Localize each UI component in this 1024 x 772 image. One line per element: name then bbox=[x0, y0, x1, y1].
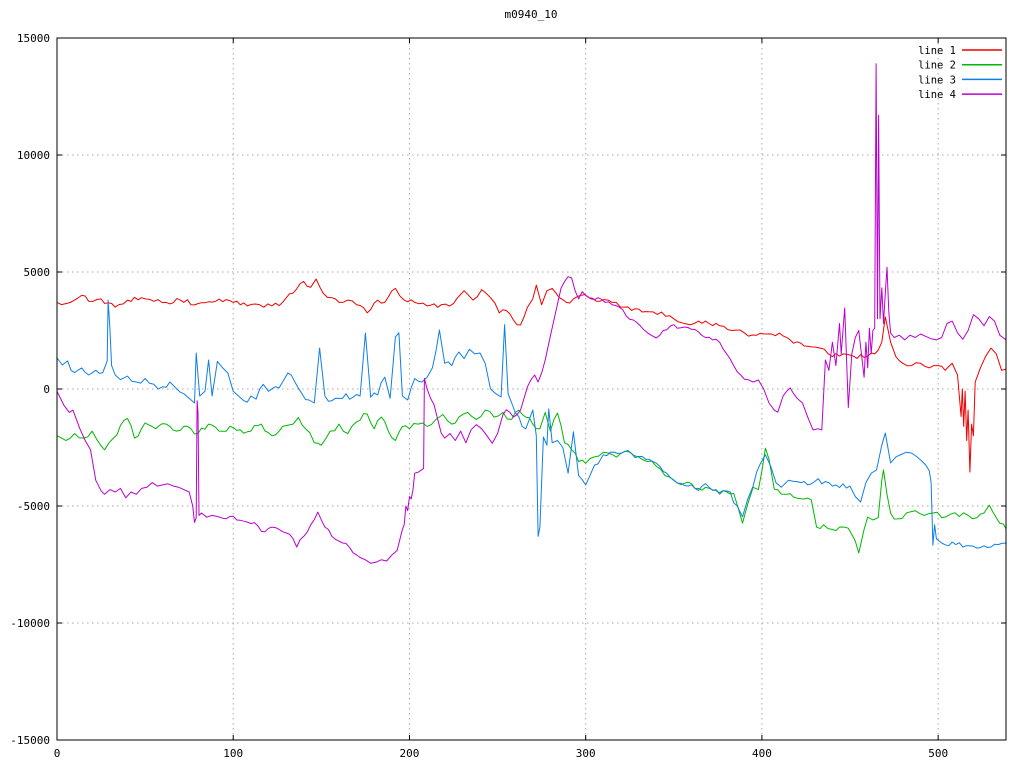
y-tick-label: 10000 bbox=[17, 149, 50, 162]
x-tick-label: 0 bbox=[54, 747, 61, 760]
x-tick-label: 100 bbox=[223, 747, 243, 760]
axis-ticks bbox=[56, 37, 1006, 741]
axis-tick-labels: -15000 -10000 -5000 0 5000 10000 15000 0 100 200 3… bbox=[10, 32, 948, 760]
y-tick-label: 0 bbox=[43, 383, 50, 396]
series-lines bbox=[56, 63, 1007, 564]
x-tick-label: 400 bbox=[752, 747, 772, 760]
y-tick-label: -15000 bbox=[10, 734, 50, 747]
y-tick-label: -10000 bbox=[10, 617, 50, 630]
y-tick-label: 15000 bbox=[17, 32, 50, 45]
series-line-4 bbox=[56, 63, 1007, 564]
legend-label: line 3 bbox=[918, 74, 956, 86]
legend-label: line 4 bbox=[918, 89, 956, 101]
legend-label: line 2 bbox=[918, 60, 956, 72]
legend-label: line 1 bbox=[918, 45, 956, 57]
y-tick-label: 5000 bbox=[24, 266, 51, 279]
x-tick-label: 300 bbox=[576, 747, 596, 760]
legend: line 1 line 2 line 3 line 4 bbox=[918, 45, 1002, 101]
series-line-3 bbox=[56, 299, 1007, 549]
chart-title: m0940_10 bbox=[505, 8, 558, 21]
y-tick-label: -5000 bbox=[17, 500, 50, 513]
series-line-1 bbox=[56, 278, 1007, 473]
x-tick-label: 200 bbox=[400, 747, 420, 760]
x-tick-label: 500 bbox=[928, 747, 948, 760]
series-line-2 bbox=[56, 409, 1007, 554]
